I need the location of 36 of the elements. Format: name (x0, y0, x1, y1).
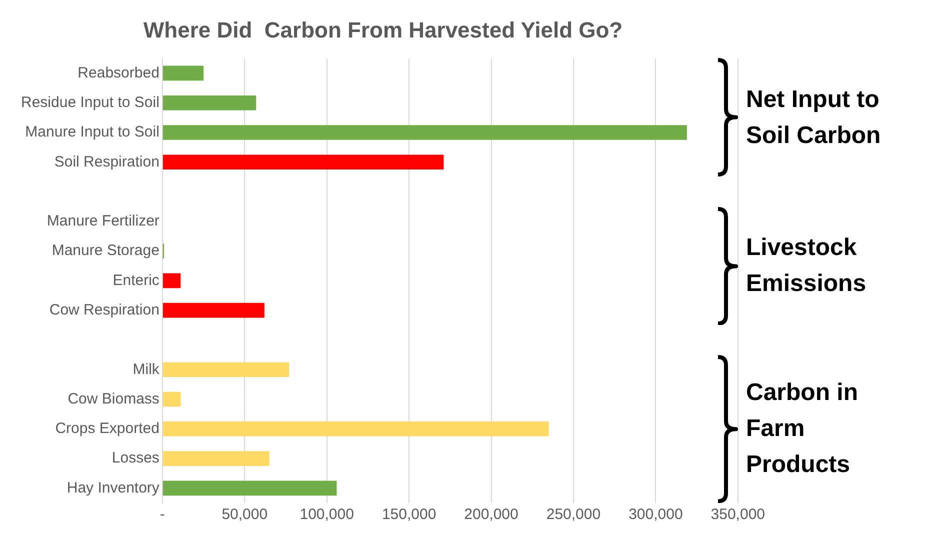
x-tick-label: 350,000 (710, 506, 766, 524)
y-tick-label: Manure Input to Soil (25, 124, 160, 141)
y-tick-label: Enteric (112, 272, 160, 289)
y-tick-label: Soil Respiration (54, 153, 160, 170)
y-tick-label: Residue Input to Soil (21, 94, 160, 111)
y-tick-label: Reabsorbed (78, 64, 160, 82)
y-tick-label: Cow Biomass (68, 390, 160, 408)
x-tick-label: 200,000 (464, 506, 518, 524)
x-tick-label: 50,000 (222, 506, 268, 524)
text: Net Input to Soil Carbon (746, 84, 882, 151)
bar (162, 362, 290, 378)
bar (162, 392, 181, 407)
x-tick-label: 150,000 (382, 506, 436, 524)
x-tick-label: - (160, 506, 165, 524)
bar (162, 154, 444, 170)
x-tick-label: 250,000 (546, 506, 601, 524)
bar (162, 421, 549, 436)
y-tick-label: Hay Inventory (66, 479, 160, 496)
bar (162, 302, 264, 318)
y-tick-label: Losses (112, 450, 160, 467)
y-tick-label: Cow Respiration (49, 301, 160, 318)
bar (162, 273, 181, 288)
bar (162, 66, 204, 81)
y-tick-label: Crops Exported (55, 420, 160, 438)
text: Livestock Emissions (746, 232, 868, 299)
bar (162, 125, 687, 140)
y-tick-label: Manure Storage (52, 242, 160, 260)
chart-title: Where Did Carbon From Harvested Yield Go? (143, 17, 623, 42)
x-tick-label: 100,000 (300, 506, 354, 524)
text: Carbon in Farm Products (746, 378, 859, 480)
bar (162, 95, 256, 110)
y-tick-label: Milk (132, 360, 160, 378)
y-tick-label: Manure Fertilizer (46, 212, 160, 230)
bar (162, 451, 270, 466)
bar (162, 480, 337, 496)
x-tick-label: 300,000 (628, 506, 683, 524)
